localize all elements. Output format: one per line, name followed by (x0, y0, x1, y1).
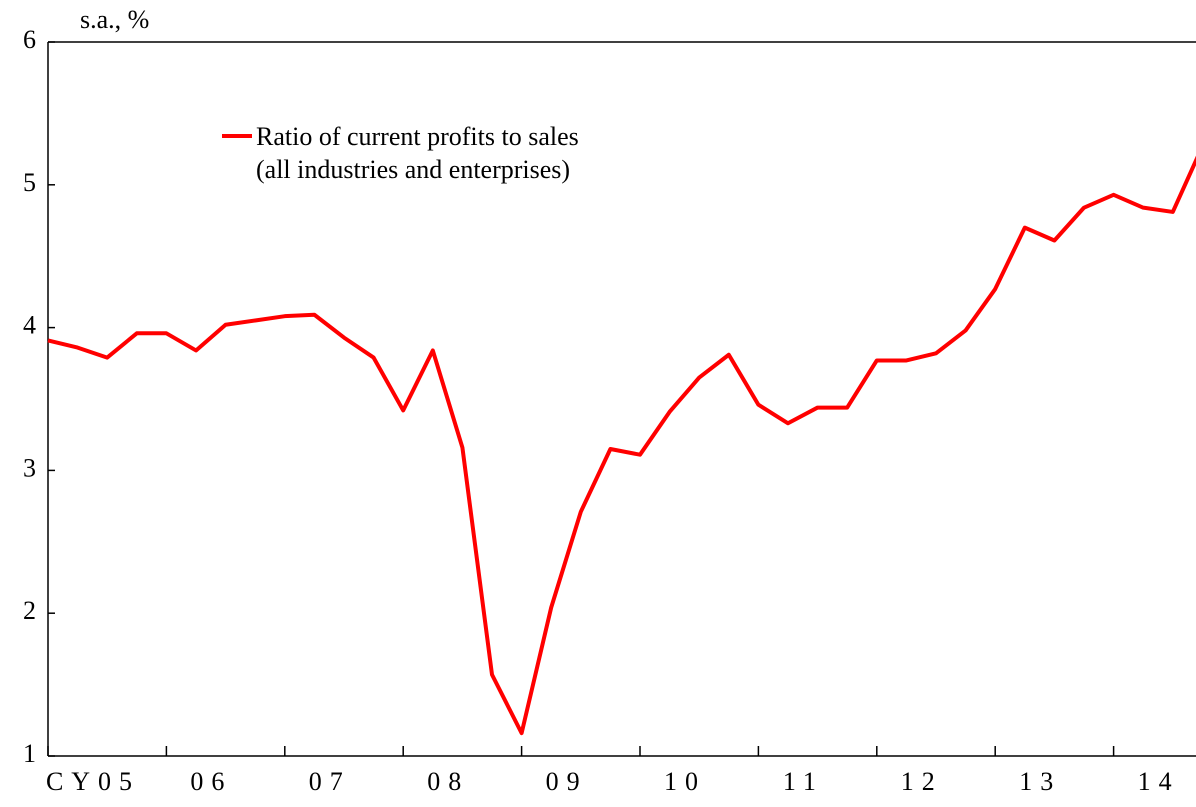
legend-label: Ratio of current profits to sales (all i… (256, 122, 579, 184)
x-tick-label: 09 (546, 767, 588, 796)
data-line (47, 155, 1196, 736)
y-tick-label: 4 (23, 311, 36, 340)
x-tick-label: 13 (1019, 767, 1061, 796)
x-tick-label: 14 (1138, 767, 1180, 796)
x-tick-label: 06 (190, 767, 232, 796)
y-tick-label: 2 (23, 596, 36, 625)
x-tick-label: 10 (664, 767, 706, 796)
y-tick-label: 5 (23, 168, 36, 197)
x-tick-label: 12 (901, 767, 943, 796)
y-tick-label: 6 (23, 25, 36, 54)
x-tick-label: CY05 (46, 767, 140, 796)
x-tick-label: 07 (309, 767, 351, 796)
y-tick-label: 3 (23, 453, 36, 482)
x-tick-label: 11 (783, 767, 824, 796)
x-tick-label: 08 (427, 767, 469, 796)
y-tick-label: 1 (23, 739, 36, 768)
y-axis-label: s.a., % (80, 5, 149, 34)
